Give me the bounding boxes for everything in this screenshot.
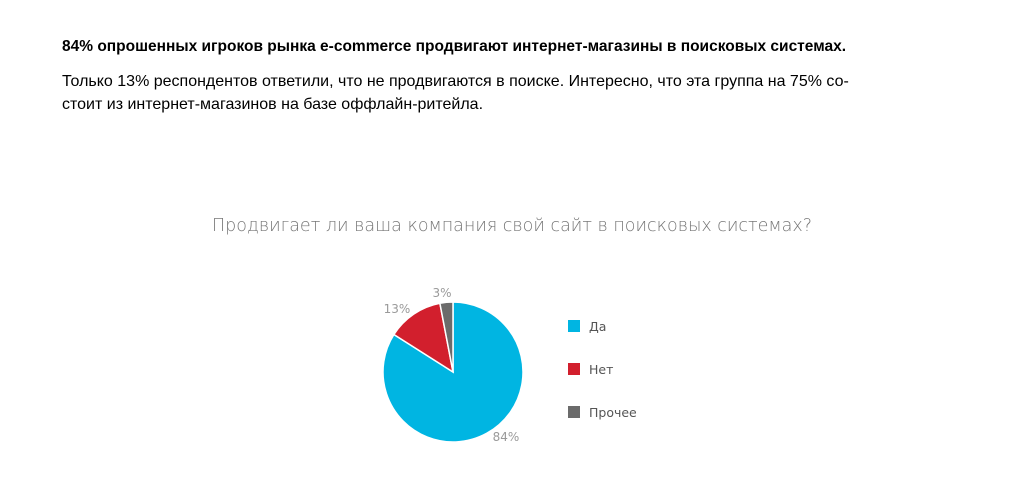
legend-swatch-3 <box>568 406 580 418</box>
report-paragraph: Только 13% респондентов ответили, что не… <box>62 70 962 116</box>
slice-value-label-2: 13% <box>384 302 411 316</box>
slice-value-label-3: 3% <box>432 286 451 300</box>
legend-label-2: Нет <box>589 362 613 377</box>
legend-swatch-1 <box>568 320 580 332</box>
report-heading: 84% опрошенных игроков рынка e-commerce … <box>62 38 846 55</box>
pie-slice-2 <box>392 302 455 374</box>
legend-swatch-2 <box>568 363 580 375</box>
legend-label-3: Прочее <box>589 405 637 420</box>
slice-value-label-1: 84% <box>493 430 520 444</box>
paragraph-line-1: Только 13% респондентов ответили, что не… <box>62 73 849 90</box>
legend-label-1: Да <box>589 319 606 334</box>
pie-slices <box>382 301 524 443</box>
paragraph-line-2: стоит из интернет-магазинов на базе оффл… <box>62 96 484 113</box>
chart-title: Продвигает ли ваша компания свой сайт в … <box>212 216 812 236</box>
pie-slice-labels: 84% 13% 3% <box>384 286 520 444</box>
pie-slice-3 <box>439 301 454 373</box>
chart-legend: Да Нет Прочее <box>568 319 637 420</box>
